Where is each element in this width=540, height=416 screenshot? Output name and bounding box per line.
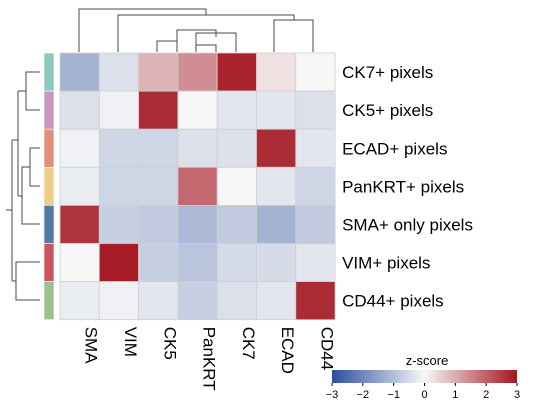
heatmap-cell xyxy=(98,243,140,282)
heatmap-cell xyxy=(138,166,179,206)
heatmap-cell xyxy=(216,243,257,282)
heatmap-cell xyxy=(98,52,140,92)
heatmap-cell xyxy=(256,204,297,244)
heatmap-cell xyxy=(295,128,336,168)
row-color-swatch xyxy=(43,205,55,244)
heatmap-cell xyxy=(256,281,297,321)
row-color-swatch xyxy=(43,281,55,321)
colorbar-tick-label: −3 xyxy=(326,389,339,401)
row-label: CK7+ pixels xyxy=(342,63,433,82)
colorbar-tick-label: −2 xyxy=(357,389,370,401)
heatmap-cell xyxy=(98,166,140,206)
heatmap-cell xyxy=(98,204,140,244)
heatmap-cell xyxy=(59,128,100,168)
row-label: ECAD+ pixels xyxy=(342,139,447,158)
heatmap-cell xyxy=(177,281,218,321)
colorbar-tick-label: 1 xyxy=(452,389,458,401)
heatmap-cell xyxy=(138,281,179,321)
row-color-swatch xyxy=(43,90,55,130)
column-labels: SMA VIM CK5 PanKRT CK7 ECAD CD44 xyxy=(82,327,337,391)
column-label: CD44 xyxy=(317,327,336,370)
heatmap-cell xyxy=(177,90,218,130)
heatmap-cell xyxy=(59,52,100,92)
heatmap-cell xyxy=(216,90,257,130)
row-color-swatch xyxy=(43,167,55,206)
heatmap-cell xyxy=(216,52,257,92)
colorbar-title: z-score xyxy=(406,353,449,368)
column-label: PanKRT xyxy=(200,327,219,391)
heatmap-cell xyxy=(256,128,297,168)
colorbar-legend: z-score −3 −2 −1 0 1 2 3 xyxy=(326,353,520,401)
heatmap-cell xyxy=(177,52,218,92)
heatmap-cell xyxy=(177,204,218,244)
heatmap-cell xyxy=(295,281,336,321)
heatmap-cell xyxy=(216,166,257,206)
colorbar-gradient xyxy=(332,370,517,383)
heatmap-cell xyxy=(98,281,140,321)
column-dendrogram xyxy=(78,8,314,52)
row-color-bar xyxy=(43,52,55,321)
heatmap-cell xyxy=(138,204,179,244)
heatmap-cell xyxy=(256,90,297,130)
heatmap-cell xyxy=(138,52,179,92)
heatmap-cell xyxy=(59,281,100,321)
column-label: VIM xyxy=(121,327,140,357)
row-color-swatch xyxy=(43,243,55,282)
heatmap-cell xyxy=(295,243,336,282)
heatmap-cell xyxy=(138,243,179,282)
colorbar-tick-label: 2 xyxy=(483,389,489,401)
colorbar-tick-label: 0 xyxy=(421,389,427,401)
heatmap-cell xyxy=(216,204,257,244)
heatmap-cell xyxy=(295,166,336,206)
row-label: CD44+ pixels xyxy=(342,292,444,311)
heatmap-cell xyxy=(98,90,140,130)
heatmap-cell xyxy=(216,281,257,321)
heatmap-cell xyxy=(59,166,100,206)
heatmap-cell xyxy=(295,52,336,92)
heatmap-cell xyxy=(256,166,297,206)
heatmap-cell xyxy=(256,52,297,92)
row-color-swatch xyxy=(43,52,55,92)
row-dendrogram xyxy=(6,71,40,301)
row-label: SMA+ only pixels xyxy=(342,215,473,234)
heatmap-cell xyxy=(177,128,218,168)
heatmap-cell xyxy=(295,204,336,244)
row-label: CK5+ pixels xyxy=(342,101,433,120)
colorbar-tick-label: −1 xyxy=(387,389,400,401)
column-label: CK5 xyxy=(160,327,179,360)
column-label: ECAD xyxy=(278,327,297,374)
row-label: PanKRT+ pixels xyxy=(342,177,464,196)
heatmap-cell xyxy=(177,243,218,282)
heatmap-cell xyxy=(256,243,297,282)
heatmap-cell xyxy=(138,90,179,130)
heatmap-cell xyxy=(216,128,257,168)
heatmap-cell xyxy=(59,90,100,130)
heatmap-cell xyxy=(177,166,218,206)
heatmap-cell xyxy=(59,204,100,244)
column-label: CK7 xyxy=(239,327,258,360)
heatmap-cell xyxy=(295,90,336,130)
heatmap-cell xyxy=(98,128,140,168)
heatmap-cell xyxy=(59,243,100,282)
colorbar-ticks: −3 −2 −1 0 1 2 3 xyxy=(326,383,520,401)
heatmap-cell xyxy=(138,128,179,168)
colorbar-tick-label: 3 xyxy=(514,389,520,401)
row-label: VIM+ pixels xyxy=(342,254,430,273)
heatmap-cells xyxy=(59,52,336,321)
row-labels: CK7+ pixels CK5+ pixels ECAD+ pixels PanKRT… xyxy=(342,63,473,311)
row-color-swatch xyxy=(43,128,55,168)
column-label: SMA xyxy=(82,327,101,365)
